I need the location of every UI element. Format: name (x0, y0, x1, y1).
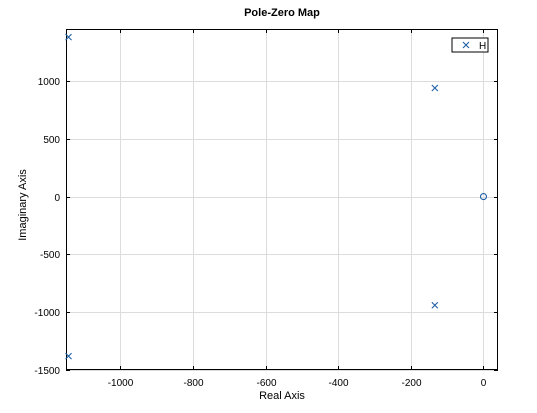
y-tick-label: -500 (40, 250, 60, 261)
legend: H (451, 37, 489, 53)
x-tick-label: -400 (328, 378, 348, 389)
x-tick-label: -1000 (108, 378, 134, 389)
pole-marker (65, 33, 72, 41)
legend-box (451, 37, 489, 53)
y-tick-label: -1500 (34, 366, 60, 377)
y-axis-label: Imaginary Axis (17, 169, 29, 241)
y-tick-label: 500 (43, 135, 60, 146)
pole-marker (65, 352, 72, 360)
legend-label: H (479, 41, 486, 52)
y-tick-label: 1000 (38, 77, 61, 88)
pole-marker (431, 301, 439, 309)
x-axis-label: Real Axis (259, 390, 305, 402)
chart-title: Pole-Zero Map (244, 7, 320, 19)
x-tick-label: -200 (401, 378, 421, 389)
x-axis-ticks: -1000 -800 -600 -400 -200 0 (108, 29, 487, 389)
plot-area (66, 29, 498, 370)
plot-frame (66, 29, 498, 370)
plot-marks (65, 33, 488, 360)
x-tick-label: -800 (183, 378, 203, 389)
y-tick-label: 0 (54, 193, 60, 204)
y-tick-label: -1000 (34, 308, 60, 319)
zero-marker (479, 193, 488, 201)
legend-marker-x-icon (462, 41, 470, 49)
x-tick-label: 0 (481, 378, 487, 389)
legend-x-mark (462, 41, 470, 49)
x-tick-label: -600 (256, 378, 276, 389)
pole-marker (431, 84, 439, 92)
